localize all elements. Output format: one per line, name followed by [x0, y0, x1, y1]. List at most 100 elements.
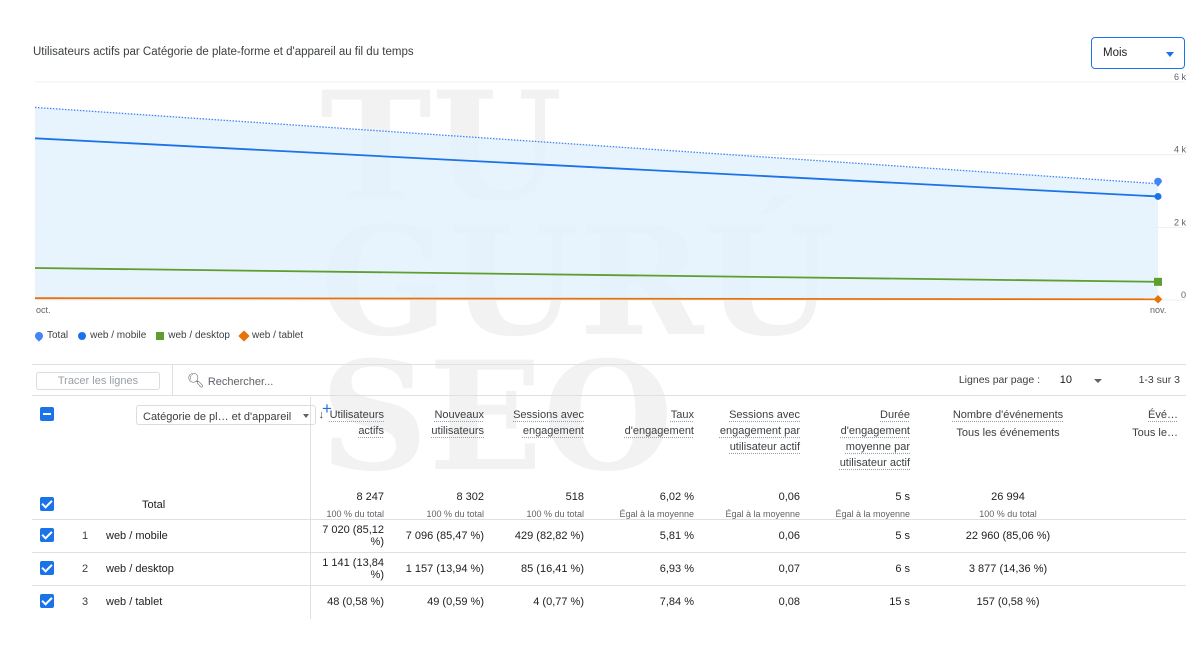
table-cell: 7 020 (85,12 %) — [310, 519, 392, 553]
total-cell — [1098, 483, 1186, 520]
legend-marker-icon — [33, 329, 45, 342]
row-dimension[interactable]: web / desktop — [106, 563, 174, 575]
row-checkbox[interactable] — [40, 527, 54, 542]
table-cell: 5 s — [808, 519, 918, 553]
chevron-down-icon[interactable] — [1094, 379, 1102, 383]
legend-item[interactable]: web / mobile — [78, 330, 146, 341]
row-dimension[interactable]: web / tablet — [106, 596, 163, 609]
pagination-info: 1-3 sur 3 — [1138, 374, 1180, 386]
rows-per-page-select[interactable]: 10 — [1059, 374, 1072, 386]
legend-label: web / tablet — [251, 330, 304, 341]
row-dimension[interactable]: web / mobile — [106, 530, 168, 542]
table-cell: 7 096 (85,47 %) — [392, 519, 492, 553]
legend-label: web / desktop — [168, 330, 230, 341]
legend-label: Total — [47, 330, 69, 341]
rows-per-page-label: Lignes par page : — [958, 374, 1040, 386]
column-header[interactable]: Nombre d'événements Tous les événements — [918, 397, 1098, 483]
table-cell: 7,84 % — [592, 585, 702, 619]
table-cell: 1 157 (13,94 %) — [392, 552, 492, 586]
row-number: 1 — [82, 530, 89, 542]
column-header[interactable]: Sessions avec engagement — [513, 409, 584, 437]
x-tick-label: nov. — [1150, 305, 1166, 315]
total-label: Total — [72, 483, 311, 520]
column-header[interactable]: Taux d'engagement — [624, 409, 694, 437]
table-cell: 6,93 % — [592, 552, 702, 586]
y-tick-label: 4 k — [1174, 145, 1187, 155]
data-point[interactable] — [1154, 177, 1162, 187]
trace-lines-button[interactable]: Tracer les lignes — [36, 372, 160, 390]
add-dimension-button[interactable]: + — [322, 399, 332, 418]
total-cell: 26 994 100 % du total — [979, 491, 1037, 519]
table-cell: 48 (0,58 %) — [310, 585, 392, 619]
total-area — [35, 107, 1158, 300]
column-header[interactable]: ↓ Utilisateurs actifs — [318, 409, 385, 437]
table-cell — [1098, 519, 1186, 553]
table-cell: 3 877 (14,36 %) — [918, 552, 1098, 586]
total-cell: 5 s Égal à la moyenne — [835, 491, 910, 519]
series-line-1 — [34, 137, 1159, 198]
table-cell — [1098, 552, 1186, 586]
event-filter[interactable]: Tous les événements — [956, 427, 1060, 439]
series-line-2 — [34, 267, 1159, 283]
row-number: 3 — [82, 596, 89, 609]
column-header[interactable]: Évé… Tous le… — [1098, 397, 1186, 483]
row-checkbox[interactable] — [40, 560, 54, 575]
total-cell: 6,02 % Égal à la moyenne — [619, 491, 694, 519]
column-header[interactable]: Durée d'engagement moyenne par utilisate… — [839, 409, 910, 469]
chevron-down-icon — [1166, 52, 1174, 57]
y-tick-label: 6 k — [1174, 72, 1187, 82]
table-cell: 1 141 (13,84 %) — [310, 552, 392, 586]
table-cell: 49 (0,59 %) — [392, 585, 492, 619]
dimension-select[interactable]: Catégorie de pl… et d'appareil — [136, 405, 316, 425]
search-icon: 🔍︎ — [187, 372, 205, 388]
table-row[interactable]: 2 web / desktop 1 141 (13,84 %) 1 157 (13,9… — [32, 552, 1186, 586]
x-tick-label: oct. — [36, 305, 51, 315]
legend-item[interactable]: web / tablet — [238, 329, 304, 342]
table-cell: 85 (16,41 %) — [492, 552, 592, 586]
data-table: Catégorie de pl… et d'appareil + ↓ Utilisat… — [32, 397, 1186, 619]
row-number: 2 — [82, 563, 89, 575]
table-cell: 0,07 — [702, 552, 808, 586]
table-cell: 429 (82,82 %) — [492, 519, 592, 553]
legend-item[interactable]: web / desktop — [156, 330, 230, 341]
data-point[interactable] — [1154, 277, 1162, 286]
header-row: Catégorie de pl… et d'appareil + ↓ Utilisat… — [32, 397, 1186, 483]
search-input[interactable]: 🔍︎ Rechercher... — [172, 365, 273, 395]
table-cell: 6 s — [808, 552, 918, 586]
column-header[interactable]: Nouveaux utilisateurs — [431, 409, 484, 437]
table-cell: 5,81 % — [592, 519, 702, 553]
total-cell: 8 302 100 % du total — [426, 491, 484, 519]
series-line-3 — [34, 297, 1159, 301]
table-row[interactable]: 3 web / tablet 48 (0,58 %) 49 (0,59 %) 4 (0,… — [32, 585, 1186, 619]
chevron-down-icon — [303, 414, 309, 418]
chart-legend: Total web / mobile web / desktop web / tabl… — [33, 329, 304, 342]
legend-marker-icon — [78, 331, 87, 340]
total-row: Total 8 247 100 % du total 8 302 100 % du to… — [32, 483, 1186, 520]
data-point[interactable] — [1154, 192, 1162, 200]
line-chart: 0 2 k 4 k 6 k oct. nov. — [34, 72, 1187, 315]
y-tick-label: 0 — [1181, 290, 1186, 300]
table-cell: 0,06 — [702, 519, 808, 553]
sort-arrow-down-icon: ↓ — [318, 409, 325, 421]
select-all-checkbox[interactable] — [40, 407, 54, 421]
table-cell — [1098, 585, 1186, 619]
legend-marker-icon — [238, 329, 250, 342]
legend-marker-icon — [156, 331, 165, 340]
row-checkbox[interactable] — [40, 593, 54, 608]
period-select[interactable]: Mois — [1091, 37, 1185, 69]
column-header[interactable]: Sessions avec engagement par utilisateur… — [719, 409, 800, 453]
table-cell: 157 (0,58 %) — [918, 585, 1098, 619]
table-cell: 22 960 (85,06 %) — [918, 519, 1098, 553]
table-cell: 0,08 — [702, 585, 808, 619]
legend-item[interactable]: Total — [33, 329, 69, 342]
total-cell: 518 100 % du total — [526, 491, 584, 519]
chart-title: Utilisateurs actifs par Catégorie de pla… — [33, 46, 414, 58]
total-checkbox[interactable] — [40, 496, 54, 511]
y-tick-label: 2 k — [1174, 217, 1187, 227]
legend-label: web / mobile — [90, 330, 147, 341]
table-row[interactable]: 1 web / mobile 7 020 (85,12 %) 7 096 (85,47… — [32, 519, 1186, 553]
table-cell: 15 s — [808, 585, 918, 619]
table-cell: 4 (0,77 %) — [492, 585, 592, 619]
event-filter[interactable]: Tous le… — [1132, 427, 1178, 439]
total-cell: 8 247 100 % du total — [326, 491, 384, 519]
